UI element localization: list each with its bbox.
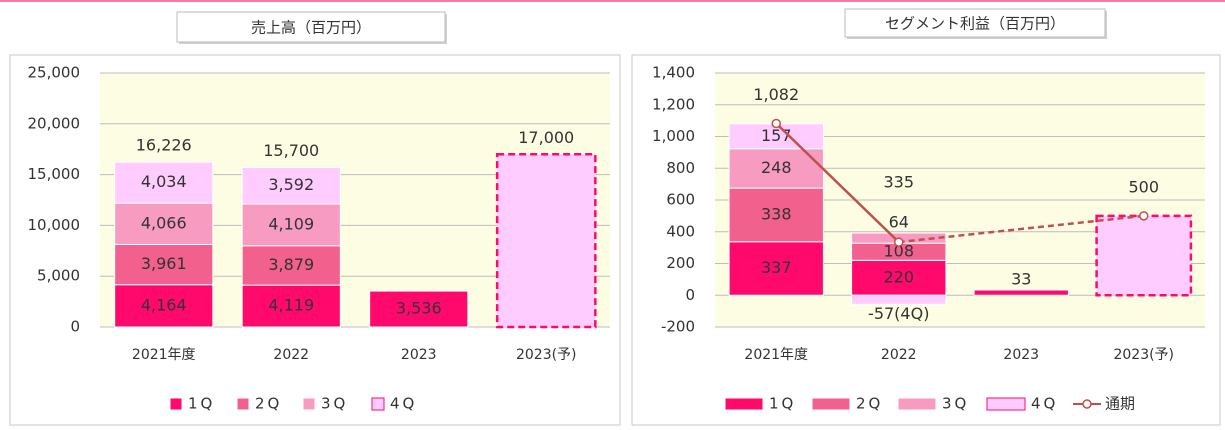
bar-segment [728,187,824,243]
legend-swatch [371,397,385,411]
bar-segment [241,203,341,247]
legend-label: 1Q [188,395,215,413]
title-box [844,8,1106,38]
bar-segment [728,241,824,296]
bar-segment [851,294,947,305]
x-tick-label: 2023 [401,347,437,363]
y-tick-label: 25,000 [28,64,81,82]
data-label: 3,592 [268,175,314,194]
y-tick-label: 5,000 [37,267,80,285]
chart-title: 売上高（百万円） [251,19,371,37]
total-label: 16,226 [136,136,192,155]
data-label: 4,109 [268,214,314,233]
x-tick-label: 2023(予) [516,347,577,363]
y-tick-label: 400 [666,222,695,240]
total-label: 1,082 [753,85,799,104]
y-tick-label: 0 [70,318,80,336]
title-box [176,11,446,43]
data-label: -57(4Q) [868,304,929,323]
y-tick-label: 200 [666,254,695,272]
bar-segment [114,243,214,286]
line-series [775,122,900,243]
total-label: 17,000 [518,128,574,147]
bar-segment [114,161,214,204]
data-label: 337 [761,258,792,277]
data-label: 4,034 [141,172,187,191]
bar-segment [241,245,341,286]
bar-segment [241,284,341,328]
y-tick-label: 1,000 [652,127,695,145]
forecast-bar [1095,214,1193,297]
data-label: 248 [761,158,792,177]
total-label: 335 [883,173,914,192]
forecast-bar [495,153,597,329]
data-label: 4,066 [141,213,187,232]
data-label: 64 [889,213,909,232]
bar-segment [114,284,214,328]
y-tick-label: 600 [666,191,695,209]
legend-label: 3Q [942,395,969,413]
y-tick-label: 20,000 [28,114,81,132]
y-tick-label: 15,000 [28,165,81,183]
data-label: 3,961 [141,254,187,273]
legend-swatch [897,397,937,411]
total-label: 500 [1128,177,1159,196]
legend-label: 4Q [1031,395,1058,413]
chart-title: セグメント利益（百万円） [885,15,1065,33]
y-tick-label: 10,000 [28,216,81,234]
bar-segment [973,289,1069,296]
x-tick-label: 2021年度 [132,347,196,363]
x-tick-label: 2021年度 [744,347,808,363]
line-marker [1139,211,1149,221]
legend-swatch [302,397,316,411]
line-marker [771,118,781,129]
legend-label: 2Q [856,395,883,413]
legend-marker [1082,399,1092,409]
legend-label: 3Q [321,395,348,413]
total-label: 15,700 [263,141,319,160]
data-label: 338 [761,204,792,223]
y-tick-label: -200 [661,318,695,336]
legend-swatch [811,397,851,411]
data-label: 4,164 [141,295,187,314]
data-label: 4,119 [268,296,314,315]
x-tick-label: 2022 [881,347,917,363]
data-label: 3,536 [396,299,442,318]
x-tick-label: 2023 [1003,347,1039,363]
legend-swatch [169,397,183,411]
legend-label: 通期 [1105,395,1135,413]
bar-segment [851,259,947,296]
x-tick-label: 2022 [273,347,309,363]
line-marker [894,237,904,247]
x-tick-label: 2023(予) [1113,347,1174,363]
y-tick-label: 0 [685,286,695,304]
y-tick-label: 1,400 [652,64,695,82]
legend-label: 2Q [255,395,282,413]
y-tick-label: 800 [666,159,695,177]
y-tick-label: 1,200 [652,95,695,113]
bar-segment [241,166,341,205]
legend-swatch [986,397,1026,411]
data-label: 33 [1011,270,1031,289]
bar-segment [369,290,469,328]
data-label: 220 [883,267,914,286]
legend-label: 4Q [390,395,417,413]
data-label: 3,879 [268,255,314,274]
bar-segment [114,202,214,245]
line-series [898,214,1144,244]
data-label: 108 [883,241,914,260]
legend-swatch [724,397,764,411]
legend-label: 1Q [769,395,796,413]
legend-swatch [236,397,250,411]
